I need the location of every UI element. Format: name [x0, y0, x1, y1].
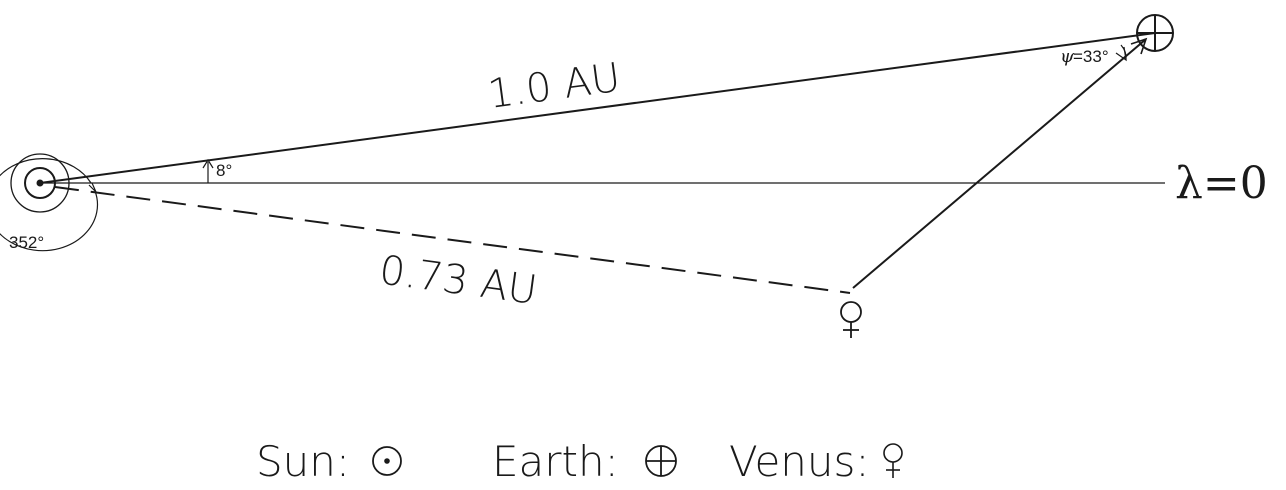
- venus-earth-arrowhead: [1130, 37, 1148, 55]
- angle-psi-arrowhead: [1115, 46, 1127, 62]
- angle-8-arrowhead: [202, 158, 214, 169]
- sun-earth-line: [39, 32, 1156, 184]
- angle-352-arc: [0, 158, 99, 252]
- earth-icon: [1136, 14, 1174, 52]
- sun-icon: [10, 153, 70, 213]
- legend-venus-label: Venus:: [729, 437, 870, 485]
- earth-distance-label: 1.0 AU: [485, 55, 623, 118]
- angle-8-label: 8°: [216, 161, 232, 180]
- legend-sun-label: Sun:: [256, 437, 350, 485]
- sun-venus-line: [54, 186, 851, 294]
- angle-352-label: 352°: [9, 233, 44, 252]
- lambda-zero-label: λ=0: [1175, 158, 1268, 209]
- psi-value: =33°: [1073, 47, 1109, 66]
- psi-symbol: ψ: [1060, 46, 1075, 67]
- venus-earth-line: [852, 39, 1146, 289]
- legend-earth-icon: [645, 445, 677, 477]
- venus-icon: [840, 301, 862, 338]
- angle-352-arrowhead: [88, 182, 97, 193]
- venus-distance-label: 0.73 AU: [377, 247, 540, 314]
- legend-earth-label: Earth:: [492, 437, 619, 485]
- legend-sun-icon: [372, 446, 402, 476]
- legend: Sun: Earth: Venus:: [256, 437, 903, 486]
- legend-venus-icon: [883, 443, 903, 478]
